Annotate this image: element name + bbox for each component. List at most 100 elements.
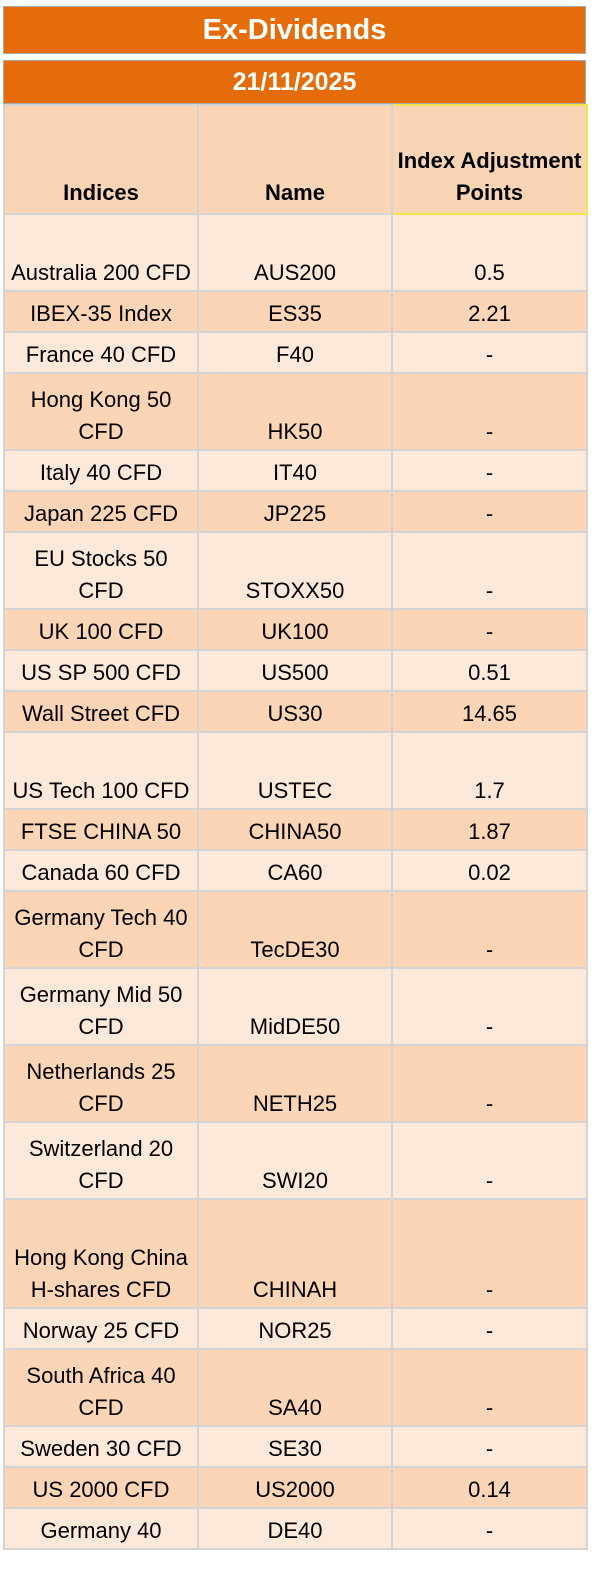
cell-name: IT40: [197, 449, 393, 492]
table-row: Sweden 30 CFD SE30 -: [3, 1425, 588, 1468]
cell-index: Sweden 30 CFD: [3, 1425, 199, 1468]
cell-name: SE30: [197, 1425, 393, 1468]
table-row: FTSE CHINA 50 CHINA50 1.87: [3, 808, 588, 851]
cell-points: -: [391, 372, 588, 451]
cell-index: US Tech 100 CFD: [3, 731, 199, 810]
table-row: Switzerland 20 CFD SWI20 -: [3, 1121, 588, 1200]
cell-name: CHINA50: [197, 808, 393, 851]
header-indices: Indices: [3, 104, 199, 215]
cell-index: Hong Kong China H-shares CFD: [3, 1198, 199, 1309]
table-row: Norway 25 CFD NOR25 -: [3, 1307, 588, 1350]
cell-name: TecDE30: [197, 890, 393, 969]
cell-name: MidDE50: [197, 967, 393, 1046]
cell-points: -: [391, 531, 588, 610]
cell-points: -: [391, 1198, 588, 1309]
table-row: US SP 500 CFD US500 0.51: [3, 649, 588, 692]
table-row: Hong Kong China H-shares CFD CHINAH -: [3, 1198, 588, 1309]
cell-index: Hong Kong 50 CFD: [3, 372, 199, 451]
table-row: US 2000 CFD US2000 0.14: [3, 1466, 588, 1509]
table-row: Wall Street CFD US30 14.65: [3, 690, 588, 733]
cell-name: STOXX50: [197, 531, 393, 610]
cell-points: 1.87: [391, 808, 588, 851]
table-row: US Tech 100 CFD USTEC 1.7: [3, 731, 588, 810]
cell-name: DE40: [197, 1507, 393, 1550]
cell-name: SWI20: [197, 1121, 393, 1200]
cell-index: South Africa 40 CFD: [3, 1348, 199, 1427]
cell-index: Italy 40 CFD: [3, 449, 199, 492]
cell-name: US2000: [197, 1466, 393, 1509]
table-row: UK 100 CFD UK100 -: [3, 608, 588, 651]
cell-name: CHINAH: [197, 1198, 393, 1309]
cell-name: NOR25: [197, 1307, 393, 1350]
cell-name: USTEC: [197, 731, 393, 810]
cell-points: -: [391, 490, 588, 533]
table-row: IBEX-35 Index ES35 2.21: [3, 290, 588, 333]
cell-name: AUS200: [197, 213, 393, 292]
cell-index: Japan 225 CFD: [3, 490, 199, 533]
cell-points: -: [391, 1044, 588, 1123]
table-row: Netherlands 25 CFD NETH25 -: [3, 1044, 588, 1123]
table-row: Hong Kong 50 CFD HK50 -: [3, 372, 588, 451]
cell-index: Switzerland 20 CFD: [3, 1121, 199, 1200]
table-row: EU Stocks 50 CFD STOXX50 -: [3, 531, 588, 610]
cell-name: US500: [197, 649, 393, 692]
cell-points: 0.02: [391, 849, 588, 892]
table-row: Germany Tech 40 CFD TecDE30 -: [3, 890, 588, 969]
table-header-row: Indices Name Index Adjustment Points: [3, 104, 588, 215]
cell-name: CA60: [197, 849, 393, 892]
cell-points: -: [391, 331, 588, 374]
cell-points: -: [391, 890, 588, 969]
cell-points: 0.14: [391, 1466, 588, 1509]
cell-points: -: [391, 1121, 588, 1200]
cell-name: US30: [197, 690, 393, 733]
cell-index: Germany Mid 50 CFD: [3, 967, 199, 1046]
cell-name: ES35: [197, 290, 393, 333]
cell-index: Netherlands 25 CFD: [3, 1044, 199, 1123]
cell-index: EU Stocks 50 CFD: [3, 531, 199, 610]
cell-points: -: [391, 1425, 588, 1468]
table-row: Germany Mid 50 CFD MidDE50 -: [3, 967, 588, 1046]
cell-index: US SP 500 CFD: [3, 649, 199, 692]
table-row: South Africa 40 CFD SA40 -: [3, 1348, 588, 1427]
cell-points: -: [391, 1307, 588, 1350]
cell-index: IBEX-35 Index: [3, 290, 199, 333]
cell-index: Norway 25 CFD: [3, 1307, 199, 1350]
cell-points: -: [391, 608, 588, 651]
cell-index: Germany 40: [3, 1507, 199, 1550]
cell-name: JP225: [197, 490, 393, 533]
cell-name: F40: [197, 331, 393, 374]
sheet-date: 21/11/2025: [3, 60, 586, 104]
cell-points: 0.51: [391, 649, 588, 692]
cell-points: 2.21: [391, 290, 588, 333]
cell-index: Australia 200 CFD: [3, 213, 199, 292]
table-row: France 40 CFD F40 -: [3, 331, 588, 374]
cell-name: UK100: [197, 608, 393, 651]
cell-points: -: [391, 1348, 588, 1427]
header-name: Name: [197, 104, 393, 215]
cell-index: Wall Street CFD: [3, 690, 199, 733]
cell-points: 1.7: [391, 731, 588, 810]
table-row: Australia 200 CFD AUS200 0.5: [3, 213, 588, 292]
header-adjustment-points[interactable]: Index Adjustment Points: [391, 104, 588, 215]
cell-index: US 2000 CFD: [3, 1466, 199, 1509]
cell-name: NETH25: [197, 1044, 393, 1123]
cell-name: HK50: [197, 372, 393, 451]
cell-index: Germany Tech 40 CFD: [3, 890, 199, 969]
table-row: Japan 225 CFD JP225 -: [3, 490, 588, 533]
ex-dividends-sheet: Ex-Dividends 21/11/2025 Indices Name Ind…: [3, 6, 588, 1550]
cell-index: France 40 CFD: [3, 331, 199, 374]
cell-index: FTSE CHINA 50: [3, 808, 199, 851]
cell-name: SA40: [197, 1348, 393, 1427]
cell-points: 0.5: [391, 213, 588, 292]
cell-points: -: [391, 967, 588, 1046]
cell-points: -: [391, 1507, 588, 1550]
sheet-title: Ex-Dividends: [3, 6, 586, 54]
ex-dividends-table: Indices Name Index Adjustment Points Aus…: [3, 104, 588, 1550]
cell-index: Canada 60 CFD: [3, 849, 199, 892]
cell-points: -: [391, 449, 588, 492]
cell-index: UK 100 CFD: [3, 608, 199, 651]
table-row: Italy 40 CFD IT40 -: [3, 449, 588, 492]
cell-points: 14.65: [391, 690, 588, 733]
table-row: Germany 40 DE40 -: [3, 1507, 588, 1550]
table-row: Canada 60 CFD CA60 0.02: [3, 849, 588, 892]
